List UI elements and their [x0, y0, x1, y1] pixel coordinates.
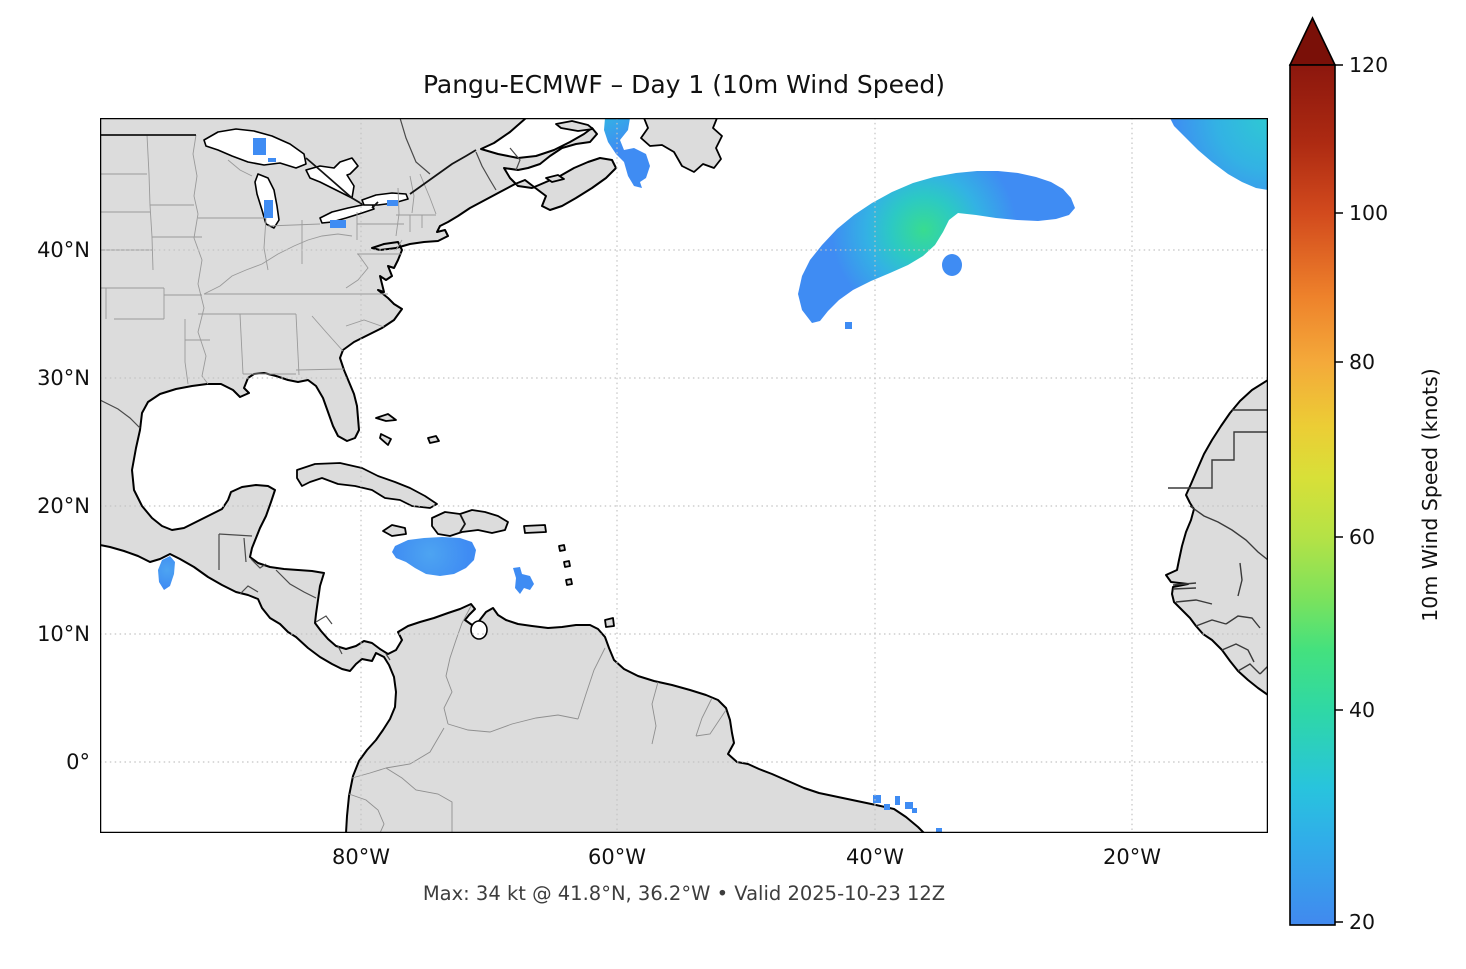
wind-specks-brazil-coast — [873, 795, 942, 832]
lake-maracaibo — [470, 620, 488, 640]
wind-blob-cabot-strait — [604, 118, 650, 188]
x-tick-80w: 80°W — [332, 845, 390, 869]
prince-edward-island — [545, 174, 565, 183]
trinidad-island — [604, 617, 615, 628]
jamaica-island — [382, 524, 407, 537]
max-wind-caption: Max: 34 kt @ 41.8°N, 36.2°W • Valid 2025… — [422, 882, 946, 905]
wind-blob-east-caribbean — [513, 567, 534, 594]
cb-tick-20: 20 — [1349, 910, 1375, 934]
cuba-island — [296, 462, 438, 509]
wind-speck-comma-tail — [845, 322, 852, 329]
bahamas-island-2 — [379, 433, 392, 446]
figure-title: Pangu-ECMWF – Day 1 (10m Wind Speed) — [422, 70, 946, 99]
lesser-antilles-2 — [563, 560, 571, 568]
colorbar-tick-marks — [1335, 64, 1343, 923]
cb-tick-60: 60 — [1349, 525, 1375, 549]
wind-blob-tehuantepec — [158, 556, 175, 590]
wind-blob-north-atlantic — [798, 171, 1075, 323]
newfoundland-island — [640, 118, 723, 173]
south-america-borders — [348, 605, 727, 833]
x-tick-60w: 60°W — [588, 845, 646, 869]
africa-borders — [1168, 409, 1268, 675]
country-borders — [100, 118, 521, 661]
wind-blob-small-cell — [942, 254, 962, 276]
cb-tick-120: 120 — [1349, 53, 1388, 77]
cb-tick-40: 40 — [1349, 698, 1375, 722]
anticosti-island — [555, 120, 594, 132]
y-tick-40n: 40°N — [37, 238, 90, 262]
colorbar: 120 100 80 60 40 20 10m Wind Speed (knot… — [1288, 16, 1442, 934]
colorbar-arrow — [1288, 16, 1337, 66]
wind-speed-field — [158, 118, 1268, 832]
x-tick-40w: 40°W — [846, 845, 904, 869]
y-tick-10n: 10°N — [37, 622, 90, 646]
americas-land — [100, 118, 925, 833]
lake-erie — [319, 203, 375, 224]
map-canvas — [100, 118, 1268, 833]
y-tick-0: 0° — [66, 750, 90, 774]
colorbar-axis-label: 10m Wind Speed (knots) — [1418, 368, 1442, 622]
hispaniola-island — [431, 509, 509, 537]
cb-tick-100: 100 — [1349, 201, 1388, 225]
y-tick-20n: 20°N — [37, 494, 90, 518]
x-tick-20w: 20°W — [1103, 845, 1161, 869]
colorbar-tick-labels: 120 100 80 60 40 20 — [1349, 53, 1388, 934]
wind-blob-south-of-hispaniola — [392, 537, 476, 576]
puerto-rico-island — [523, 524, 547, 534]
cb-tick-80: 80 — [1349, 350, 1375, 374]
lesser-antilles-1 — [558, 544, 566, 552]
y-tick-30n: 30°N — [37, 366, 90, 390]
colorbar-bar — [1289, 64, 1336, 926]
bahamas-island-1 — [375, 413, 397, 422]
us-state-borders — [100, 134, 437, 385]
wind-specks-great-lakes — [253, 138, 398, 228]
lesser-antilles-3 — [565, 578, 573, 586]
turks-island — [427, 435, 440, 444]
wind-blob-northeast-corner — [1170, 118, 1268, 190]
graticule — [100, 118, 1268, 833]
